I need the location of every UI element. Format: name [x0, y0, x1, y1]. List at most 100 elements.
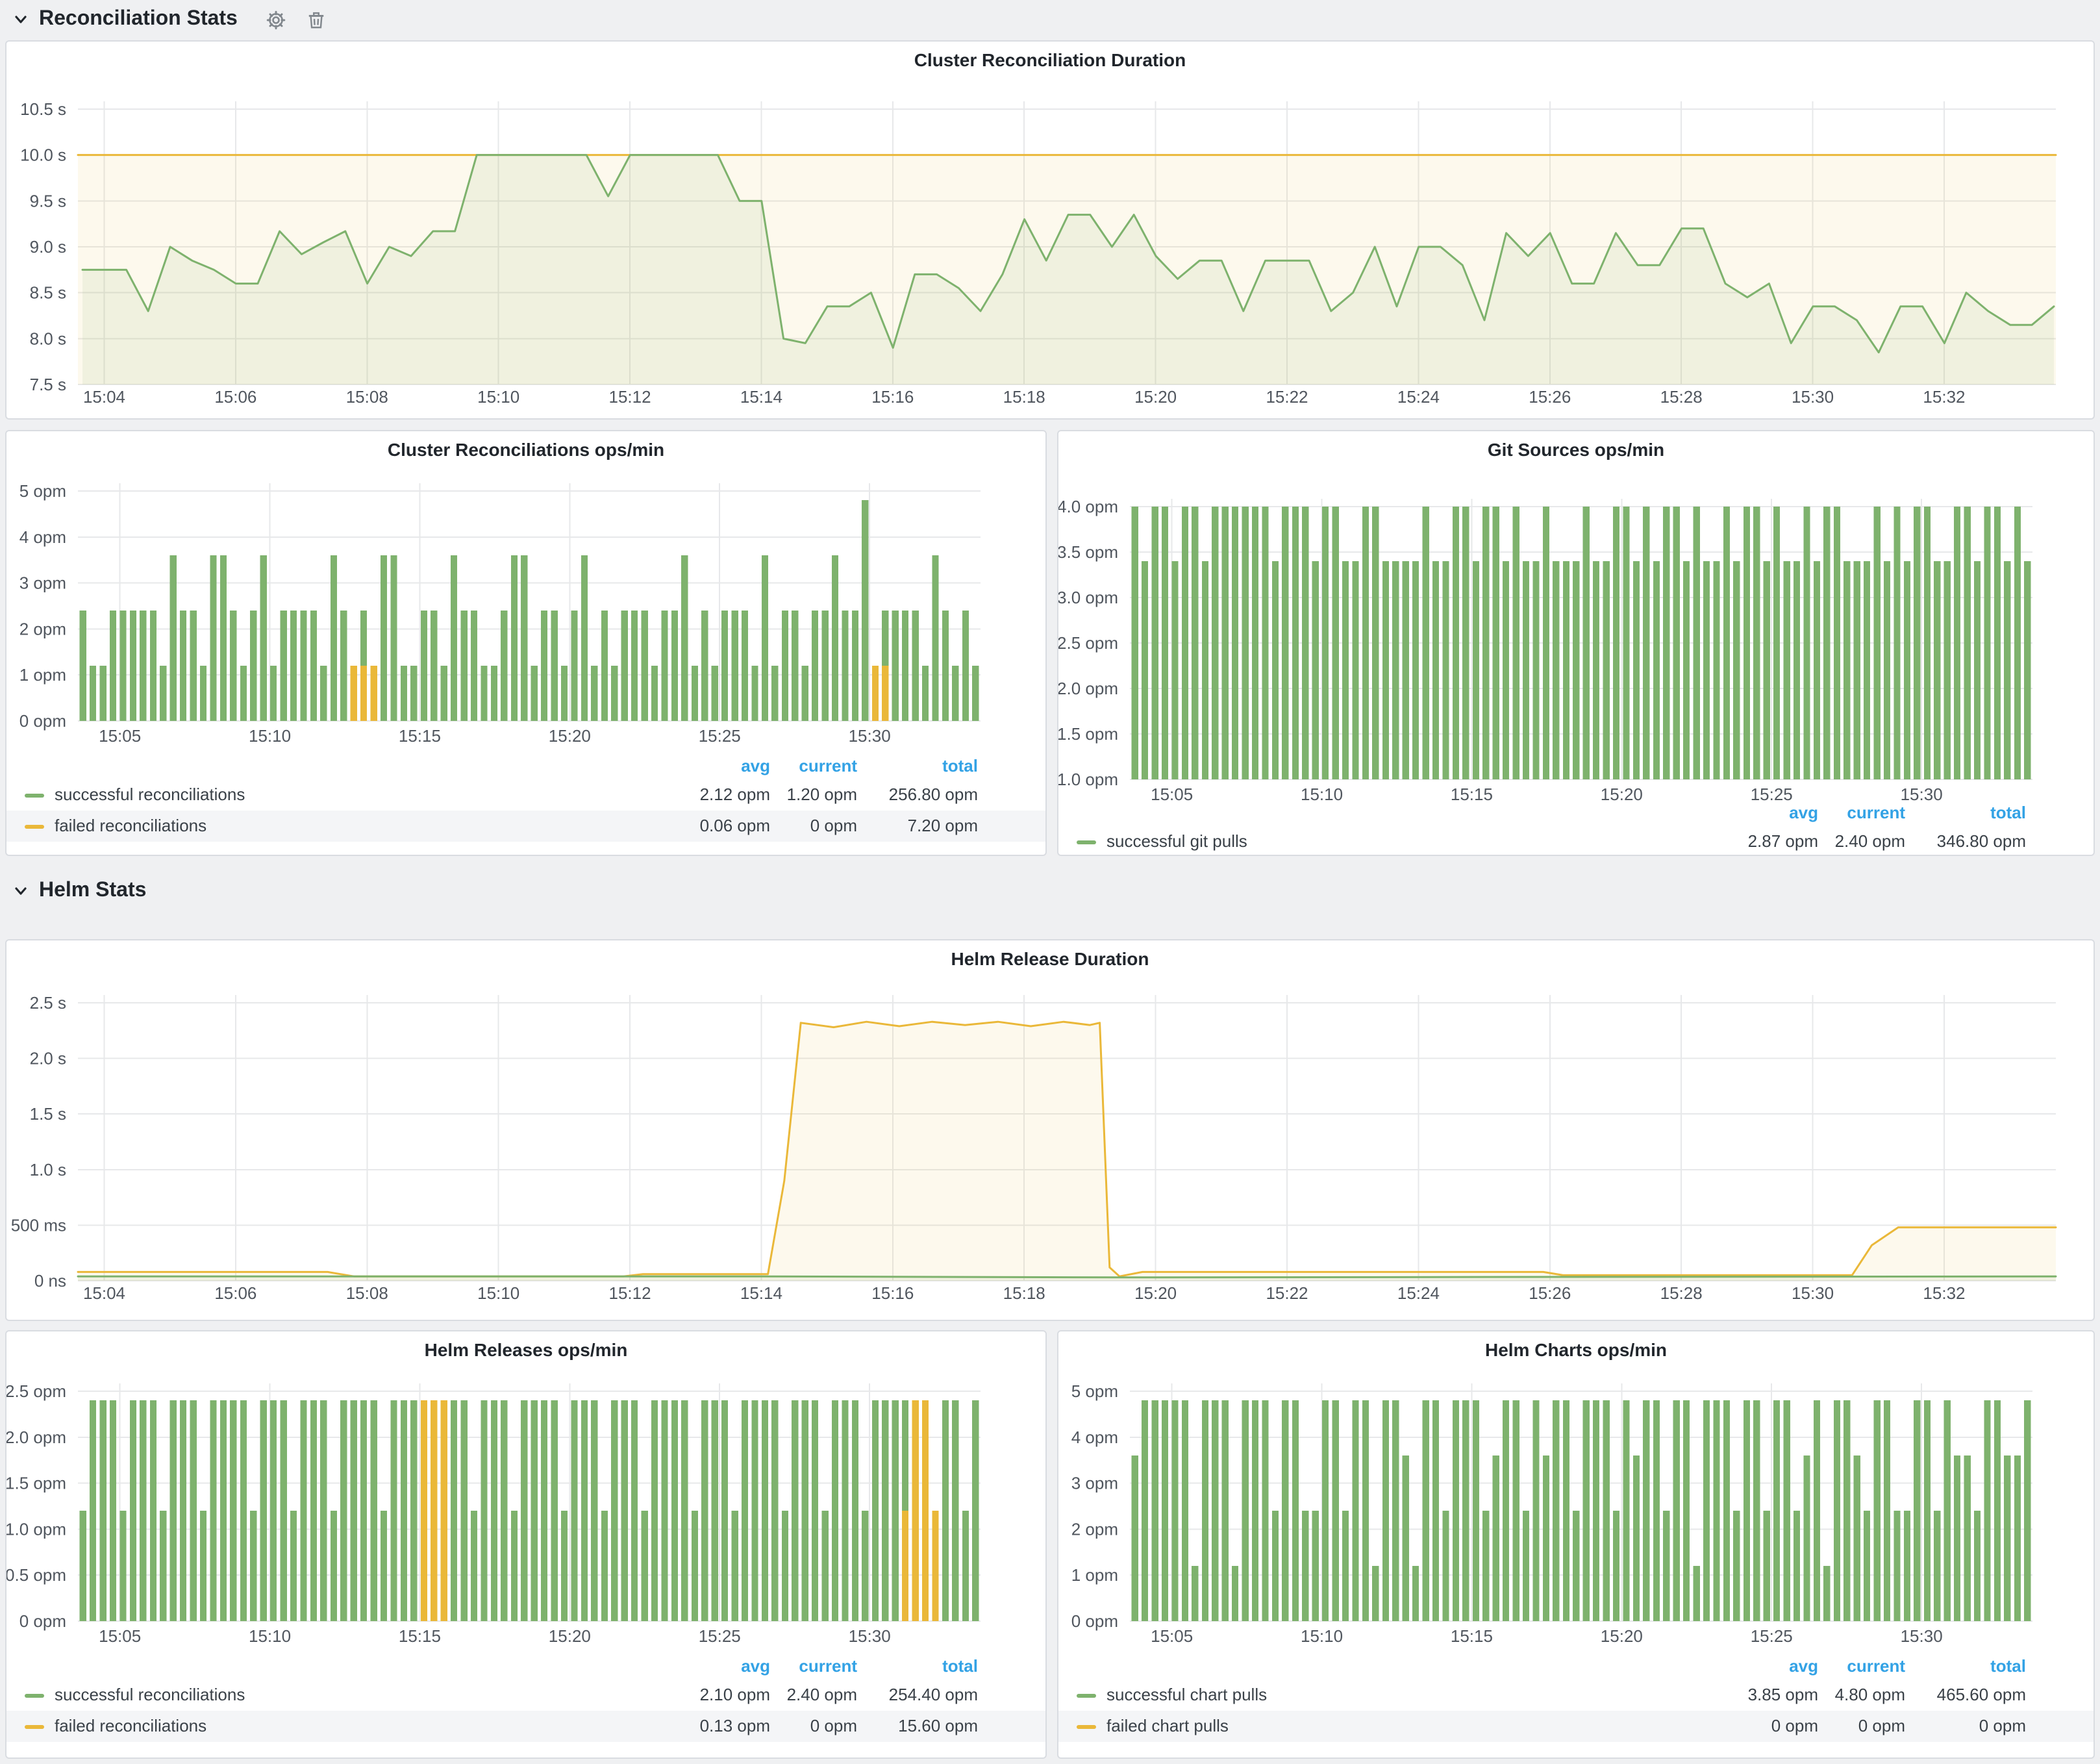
legend-col-avg[interactable]: avg — [1789, 1656, 1818, 1676]
helm-charts-chart[interactable]: 0 opm 1 opm 2 opm 3 opm 4 opm 5 opm 15:05 15:10… — [1058, 1331, 2094, 1758]
legend-series-toggle[interactable]: successful git pulls — [1077, 826, 1247, 857]
bar-green — [1542, 507, 1549, 779]
legend-value-cur: 0 opm — [810, 816, 857, 835]
bar-green — [1422, 507, 1429, 779]
x-tick-label: 15:26 — [1529, 387, 1571, 407]
legend-value-avg: 2.10 opm — [699, 1685, 770, 1704]
helm-release-duration-chart[interactable]: 0 ns 500 ms 1.0 s 1.5 s 2.0 s 2.5 s 15:04 15:06… — [6, 940, 2094, 1320]
legend-series-label: successful git pulls — [1106, 831, 1247, 851]
bar-green — [1142, 561, 1149, 779]
bar-green — [240, 1400, 247, 1621]
x-tick-label: 15:05 — [99, 726, 141, 746]
bar-green — [1693, 1566, 1700, 1621]
y-tick-label: 1 opm — [1071, 1565, 1118, 1585]
bar-green — [1302, 1511, 1309, 1621]
bar-green — [310, 611, 317, 721]
legend-series-toggle[interactable]: successful reconciliations — [25, 1680, 245, 1711]
bar-green — [1773, 507, 1781, 779]
legend-value-tot: 15.60 opm — [898, 1716, 978, 1735]
bar-green — [731, 1511, 738, 1621]
x-tick-label: 15:28 — [1660, 1283, 1703, 1303]
legend-col-avg[interactable]: avg — [741, 756, 770, 775]
legend-col-total[interactable]: total — [942, 756, 978, 775]
bar-green — [1964, 1455, 1971, 1621]
trash-icon[interactable] — [306, 10, 326, 29]
x-tick-label: 15:25 — [1751, 1626, 1793, 1646]
x-tick-label: 15:06 — [214, 387, 256, 407]
gear-icon[interactable] — [266, 10, 286, 29]
bar-green — [280, 1400, 287, 1621]
legend-value-avg: 2.87 opm — [1747, 831, 1818, 851]
legend-series-toggle[interactable]: failed reconciliations — [25, 1711, 206, 1742]
cluster-reconciliations-chart[interactable]: 0 opm 1 opm 2 opm 3 opm 4 opm 5 opm 15:05 15:10… — [6, 431, 1045, 855]
bar-green — [1723, 1400, 1730, 1621]
y-tick-label: 7.5 s — [30, 375, 66, 394]
bar-green — [330, 1511, 337, 1621]
bar-green — [210, 1400, 217, 1621]
bar-green — [190, 1400, 197, 1621]
bar-green — [1713, 561, 1720, 779]
bar-green — [1472, 561, 1479, 779]
bar-green — [551, 611, 558, 721]
bar-green — [611, 1400, 618, 1621]
series-line-green — [81, 154, 2055, 354]
cluster-reconciliation-duration-chart[interactable]: 7.5 s 8.0 s 8.5 s 9.0 s 9.5 s 10.0 s 10.5 s 15:… — [6, 42, 2094, 418]
panel-title[interactable]: Helm Release Duration — [951, 948, 1149, 969]
bar-green — [1352, 1400, 1359, 1621]
bar-green — [1232, 1566, 1239, 1621]
y-tick-label: 0 ns — [34, 1271, 66, 1291]
legend-series-label: successful chart pulls — [1106, 1685, 1268, 1704]
bar-green — [801, 1400, 808, 1621]
legend-col-avg[interactable]: avg — [741, 1656, 770, 1676]
bar-green — [451, 1400, 458, 1621]
bar-green — [1783, 1400, 1790, 1621]
x-tick-label: 15:05 — [1151, 1626, 1193, 1646]
bar-green — [711, 666, 718, 721]
panel-title[interactable]: Cluster Reconciliations ops/min — [387, 439, 665, 460]
section-title[interactable]: Reconciliation Stats — [39, 8, 238, 30]
panel-title[interactable]: Cluster Reconciliation Duration — [914, 49, 1186, 70]
panel-title[interactable]: Helm Releases ops/min — [424, 1339, 628, 1360]
legend-col-current[interactable]: current — [799, 1656, 857, 1676]
git-sources-chart[interactable]: 1.0 opm 1.5 opm 2.0 opm 2.5 opm 3.0 opm 3.5 o… — [1057, 431, 2094, 855]
legend-series-toggle[interactable]: successful reconciliations — [25, 779, 245, 811]
legend-col-current[interactable]: current — [799, 756, 857, 775]
legend-col-current[interactable]: current — [1847, 1656, 1905, 1676]
legend-col-total[interactable]: total — [942, 1656, 978, 1676]
legend-series-toggle[interactable]: failed reconciliations — [25, 811, 206, 842]
legend-col-current[interactable]: current — [1847, 803, 1905, 822]
bar-orange — [932, 1511, 939, 1621]
bar-green — [400, 666, 407, 721]
panel-title[interactable]: Git Sources ops/min — [1487, 439, 1665, 460]
helm-releases-chart[interactable]: 0 opm 0.5 opm 1.0 opm 1.5 opm 2.0 opm 2.5 opm… — [5, 1331, 1045, 1758]
bar-green — [1853, 1455, 1860, 1621]
x-tick-label: 15:30 — [1792, 1283, 1834, 1303]
bar-green — [1302, 507, 1309, 779]
chart-canvas: 0 ns 500 ms 1.0 s 1.5 s 2.0 s 2.5 s 15:04 15:06… — [11, 993, 2057, 1303]
x-tick-label: 15:30 — [1901, 1626, 1943, 1646]
x-tick-label: 15:15 — [399, 1626, 441, 1646]
x-tick-label: 15:15 — [1451, 785, 1493, 804]
bar-green — [1573, 561, 1580, 779]
chevron-down-icon[interactable] — [13, 12, 29, 27]
y-tick-label: 5 opm — [1071, 1381, 1118, 1401]
x-tick-label: 15:20 — [1601, 1626, 1643, 1646]
section-title[interactable]: Helm Stats — [39, 879, 147, 901]
bar-green — [611, 666, 618, 721]
bar-orange — [922, 1400, 929, 1621]
legend-series-label: successful reconciliations — [55, 1685, 245, 1704]
bar-green — [1693, 507, 1700, 779]
series-color-dash-icon — [1077, 840, 1096, 844]
legend-col-total[interactable]: total — [1990, 803, 2026, 822]
legend-col-avg[interactable]: avg — [1789, 803, 1818, 822]
y-tick-label: 2.0 opm — [6, 1428, 66, 1447]
legend-series-toggle[interactable]: failed chart pulls — [1077, 1711, 1229, 1742]
bar-green — [160, 666, 167, 721]
legend-col-total[interactable]: total — [1990, 1656, 2026, 1676]
y-tick-label: 3 opm — [1071, 1474, 1118, 1493]
panel-title[interactable]: Helm Charts ops/min — [1484, 1339, 1668, 1360]
panel-cluster-reconciliations: Cluster Reconciliations ops/min 0 opm 1 o… — [5, 430, 1047, 856]
bar-green — [1873, 507, 1881, 779]
chevron-down-icon[interactable] — [13, 883, 29, 899]
legend-series-toggle[interactable]: successful chart pulls — [1077, 1680, 1267, 1711]
